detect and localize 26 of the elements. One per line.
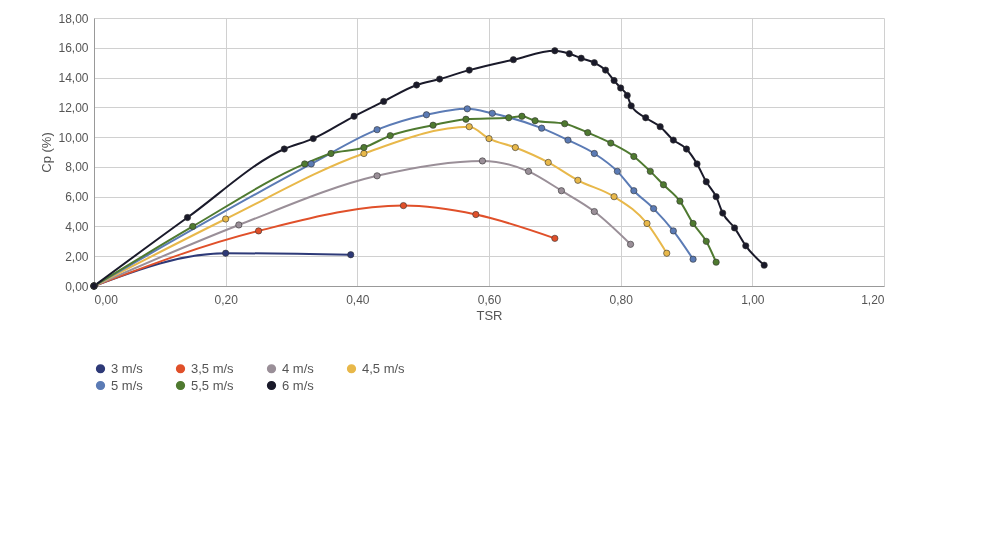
y-tick-label: 2,00 (65, 249, 89, 264)
y-tick-label: 14,00 (58, 71, 89, 86)
y-tick-label: 4,00 (65, 219, 89, 234)
y-tick-label: 16,00 (58, 41, 89, 56)
y-tick-label: 6,00 (65, 190, 89, 205)
y-tick-label: 12,00 (58, 100, 89, 115)
legend-label: 4 m/s (282, 360, 315, 376)
y-tick-label: 10,00 (58, 130, 89, 145)
x-tick-label: 0,80 (609, 292, 634, 307)
y-axis-title: Cp (%) (39, 132, 55, 173)
legend-label: 3,5 m/s (191, 360, 235, 376)
x-tick-label: 0,60 (477, 292, 502, 307)
legend-label: 5,5 m/s (191, 377, 235, 393)
x-tick-label: 0,40 (346, 292, 370, 307)
x-axis-title: TSR (476, 307, 503, 323)
x-tick-label: 1,00 (741, 292, 765, 307)
y-tick-label: 8,00 (65, 160, 89, 175)
legend-label: 6 m/s (282, 377, 315, 393)
x-tick-label: 1,20 (861, 292, 885, 307)
x-tick-label: 0,20 (214, 292, 239, 307)
y-tick-label: 18,00 (58, 11, 89, 26)
legend-label: 4,5 m/s (362, 360, 406, 376)
legend-label: 3 m/s (111, 360, 144, 376)
x-tick-label: 0,00 (94, 292, 119, 307)
legend-label: 5 m/s (111, 377, 144, 393)
y-tick-label: 0,00 (65, 279, 89, 294)
